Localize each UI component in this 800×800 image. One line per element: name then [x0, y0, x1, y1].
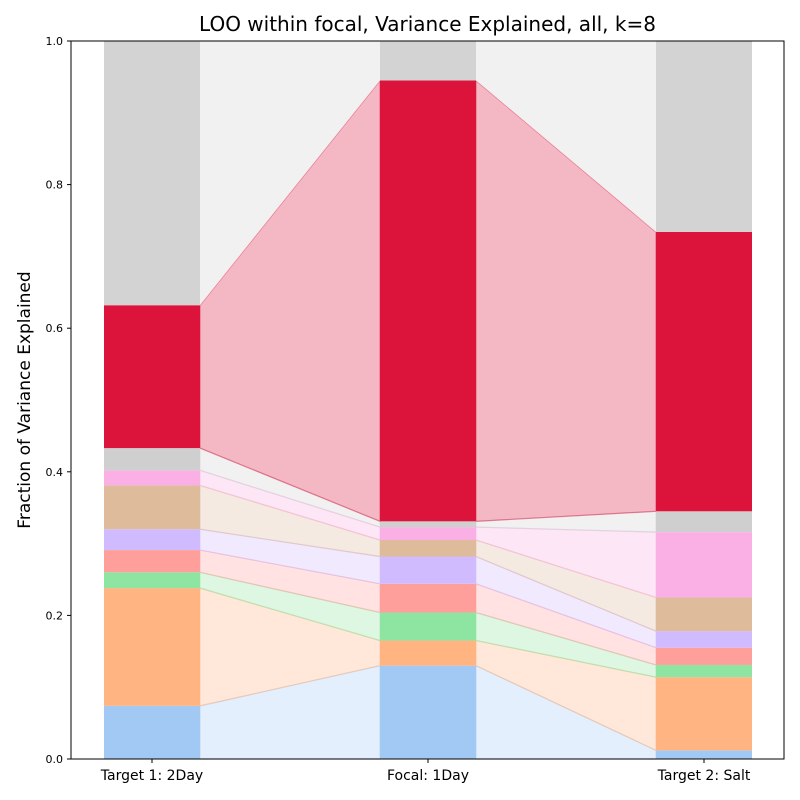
bar-segment-3-0	[104, 550, 200, 573]
bar-segment-4-0	[104, 529, 200, 551]
bar-segment-1-1	[380, 640, 476, 666]
chart-title: LOO within focal, Variance Explained, al…	[199, 12, 656, 36]
x-axis: Target 1: 2Day Focal: 1Day Target 2: Salt	[100, 759, 751, 784]
bar-segment-2-2	[656, 664, 752, 678]
y-tick-label-4: 0.8	[46, 179, 64, 192]
bar-segment-7-0	[104, 448, 200, 471]
bar-segment-5-1	[380, 540, 476, 557]
x-tick-label-1: Focal: 1Day	[387, 768, 469, 784]
bar-segment-1-0	[104, 588, 200, 706]
bar-segment-8-2	[656, 231, 752, 512]
bar-segment-5-0	[104, 485, 200, 530]
bar-segment-8-0	[104, 305, 200, 449]
flow-band-9-0	[200, 41, 380, 306]
bar-segment-0-1	[380, 665, 476, 759]
bar-segment-4-1	[380, 556, 476, 584]
y-axis: 0.0 0.2 0.4 0.6 0.8 1.0	[46, 35, 71, 766]
bar-segment-0-0	[104, 705, 200, 759]
bar-segment-3-2	[656, 647, 752, 665]
bar-segment-2-0	[104, 572, 200, 589]
x-tick-label-2: Target 2: Salt	[657, 768, 751, 784]
bar-segment-6-1	[380, 527, 476, 541]
y-tick-label-0: 0.0	[46, 753, 64, 766]
bar-segment-9-1	[380, 41, 476, 81]
bar-segment-4-2	[656, 631, 752, 648]
y-axis-label: Fraction of Variance Explained	[15, 271, 35, 528]
bar-segment-1-2	[656, 677, 752, 751]
bar-segment-2-1	[380, 612, 476, 641]
bar-segment-0-2	[656, 750, 752, 759]
bar-segment-8-1	[380, 80, 476, 522]
y-tick-label-1: 0.2	[46, 609, 64, 622]
stacked-bars	[104, 41, 752, 759]
bar-segment-9-2	[656, 41, 752, 232]
bar-segment-3-1	[380, 583, 476, 613]
bar-segment-5-2	[656, 597, 752, 632]
y-tick-label-3: 0.6	[46, 322, 64, 335]
bar-segment-9-0	[104, 41, 200, 306]
flow-band-9-1	[476, 41, 656, 232]
y-tick-label-5: 1.0	[46, 35, 64, 48]
x-tick-label-0: Target 1: 2Day	[100, 768, 203, 784]
bar-segment-7-1	[380, 521, 476, 528]
bar-segment-6-0	[104, 470, 200, 486]
bar-segment-7-2	[656, 511, 752, 533]
y-tick-label-2: 0.4	[46, 466, 64, 479]
bar-segment-6-2	[656, 532, 752, 598]
